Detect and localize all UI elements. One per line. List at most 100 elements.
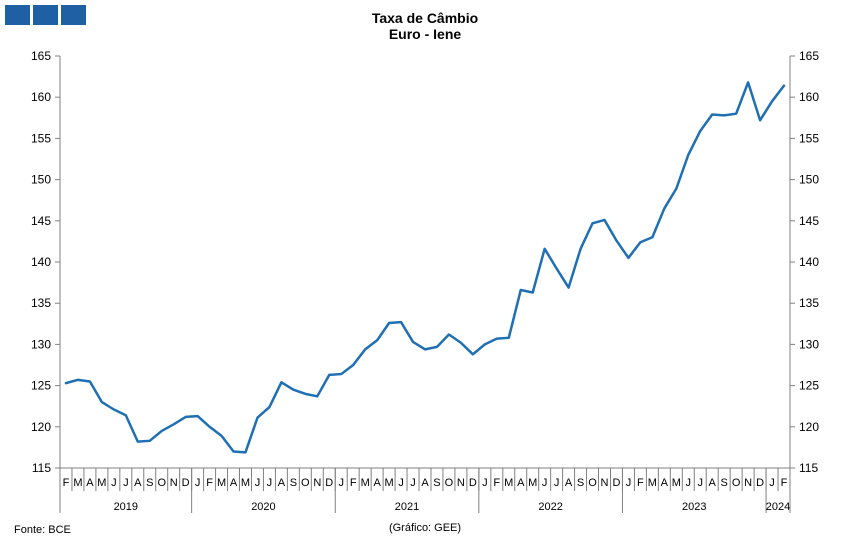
year-tick-label: 2022 (538, 501, 562, 513)
y-tick-label-right: 165 (799, 49, 819, 63)
y-tick-label-right: 145 (799, 214, 819, 228)
y-tick-label-left: 130 (31, 337, 51, 351)
month-tick-label: M (73, 477, 82, 489)
y-tick-label-right: 135 (799, 296, 819, 310)
y-tick-label-left: 125 (31, 379, 51, 393)
y-tick-label-right: 125 (799, 379, 819, 393)
month-tick-label: N (601, 477, 609, 489)
y-tick-label-left: 120 (31, 420, 51, 434)
month-tick-label: J (338, 477, 344, 489)
month-tick-label: M (217, 477, 226, 489)
month-tick-label: J (626, 477, 632, 489)
month-tick-label: M (241, 477, 250, 489)
y-tick-label-right: 160 (799, 90, 819, 104)
month-tick-label: D (325, 477, 333, 489)
month-tick-label: J (123, 477, 129, 489)
month-tick-label: J (542, 477, 548, 489)
y-tick-label-left: 140 (31, 255, 51, 269)
year-tick-label: 2019 (114, 501, 138, 513)
month-tick-label: D (469, 477, 477, 489)
month-tick-label: N (170, 477, 178, 489)
month-tick-label: S (577, 477, 584, 489)
month-tick-label: J (195, 477, 201, 489)
month-tick-label: S (433, 477, 440, 489)
logo-square (5, 5, 30, 25)
month-tick-label: J (111, 477, 117, 489)
month-tick-label: O (301, 477, 310, 489)
month-tick-label: N (744, 477, 752, 489)
month-tick-label: A (230, 477, 238, 489)
logo (5, 5, 86, 25)
month-tick-label: M (648, 477, 657, 489)
y-tick-label-left: 145 (31, 214, 51, 228)
month-tick-label: N (457, 477, 465, 489)
chart-credit: (Gráfico: GEE) (388, 522, 462, 534)
month-tick-label: A (709, 477, 717, 489)
month-tick-label: A (134, 477, 142, 489)
year-tick-label: 2020 (251, 501, 275, 513)
month-tick-label: J (697, 477, 703, 489)
month-tick-label: J (267, 477, 273, 489)
source-note: Fonte: BCE (14, 524, 71, 536)
month-tick-label: J (686, 477, 692, 489)
month-tick-label: O (588, 477, 597, 489)
month-tick-label: J (255, 477, 261, 489)
month-tick-label: A (278, 477, 286, 489)
month-tick-label: F (63, 477, 70, 489)
month-tick-label: J (410, 477, 416, 489)
y-tick-label-left: 165 (31, 49, 51, 63)
y-tick-label-right: 120 (799, 420, 819, 434)
month-tick-label: A (517, 477, 525, 489)
month-tick-label: J (769, 477, 775, 489)
month-tick-label: F (350, 477, 357, 489)
month-tick-label: D (182, 477, 190, 489)
month-tick-label: M (672, 477, 681, 489)
month-tick-label: D (612, 477, 620, 489)
month-tick-label: F (493, 477, 500, 489)
month-tick-label: S (721, 477, 728, 489)
month-tick-label: J (554, 477, 560, 489)
month-tick-label: J (398, 477, 404, 489)
month-tick-label: F (637, 477, 644, 489)
month-tick-label: M (97, 477, 106, 489)
month-tick-label: O (445, 477, 454, 489)
month-tick-label: A (86, 477, 94, 489)
y-tick-label-right: 130 (799, 337, 819, 351)
y-tick-label-left: 160 (31, 90, 51, 104)
y-tick-label-left: 150 (31, 173, 51, 187)
logo-square (33, 5, 58, 25)
month-tick-label: S (146, 477, 153, 489)
y-tick-label-right: 140 (799, 255, 819, 269)
y-tick-label-left: 135 (31, 296, 51, 310)
month-tick-label: M (528, 477, 537, 489)
year-tick-label: 2021 (395, 501, 419, 513)
month-tick-label: F (781, 477, 788, 489)
month-tick-label: M (504, 477, 513, 489)
month-tick-label: O (732, 477, 741, 489)
chart-title-line-1: Taxa de Câmbio (371, 10, 479, 26)
month-tick-label: M (361, 477, 370, 489)
y-tick-label-right: 150 (799, 173, 819, 187)
month-tick-label: S (290, 477, 297, 489)
month-tick-label: O (157, 477, 166, 489)
month-tick-label: A (373, 477, 381, 489)
y-tick-label-right: 115 (799, 461, 818, 475)
month-tick-label: D (756, 477, 764, 489)
month-tick-label: N (313, 477, 321, 489)
chart-title-line-2: Euro - Iene (388, 26, 462, 42)
year-tick-label: 2023 (682, 501, 706, 513)
logo-square (61, 5, 86, 25)
month-tick-label: A (661, 477, 669, 489)
month-tick-label: M (385, 477, 394, 489)
month-tick-label: J (482, 477, 488, 489)
y-tick-label-left: 115 (32, 461, 51, 475)
y-tick-label-right: 155 (799, 131, 819, 145)
month-tick-label: F (206, 477, 213, 489)
year-tick-label: 2024 (766, 501, 790, 513)
series-line (64, 81, 786, 454)
y-tick-label-left: 155 (31, 131, 51, 145)
month-tick-label: A (421, 477, 429, 489)
chart-title: Taxa de Câmbio Euro - Iene (0, 10, 850, 42)
month-tick-label: A (565, 477, 573, 489)
